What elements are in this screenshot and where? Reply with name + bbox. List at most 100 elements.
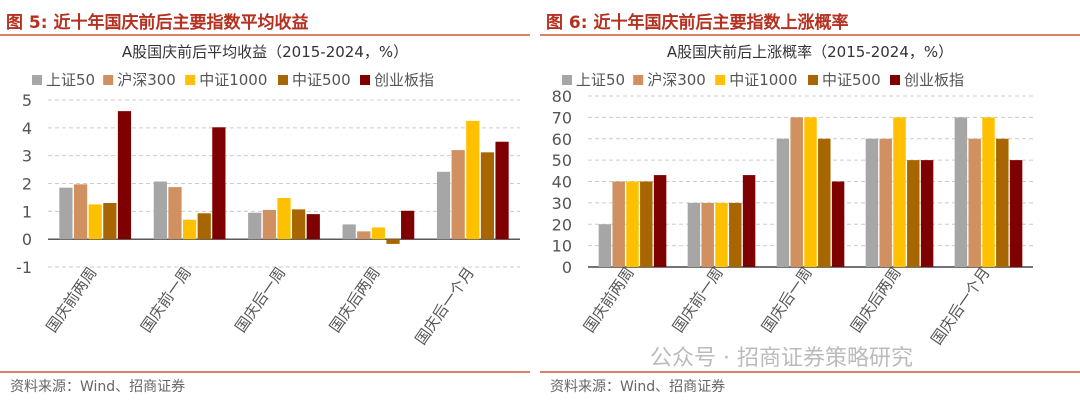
legend-swatch: [562, 75, 572, 85]
bar: [73, 184, 88, 240]
legend-swatch: [360, 75, 370, 85]
y-tick-label: 5: [22, 91, 32, 110]
source-text: 资料来源：Wind、招商证券: [550, 379, 726, 395]
bar: [653, 175, 667, 267]
bar: [277, 197, 291, 240]
bar: [687, 202, 701, 267]
y-tick-label: 0: [22, 230, 32, 249]
bar: [831, 181, 845, 267]
bar: [197, 213, 211, 240]
legend-label: 中证1000: [199, 71, 267, 89]
x-tick-label: 国庆前两周: [43, 264, 101, 336]
y-tick-label: 60: [552, 130, 572, 149]
figure-title: 图 6: 近十年国庆前后主要指数上涨概率: [546, 13, 849, 33]
y-tick-label: 80: [552, 87, 572, 106]
bar: [865, 138, 879, 267]
y-tick-label: 2: [22, 175, 32, 194]
bar: [262, 209, 276, 240]
bar: [495, 141, 509, 240]
legend-label: 中证500: [292, 71, 351, 89]
chart-left: A股国庆前后平均收益（2015-2024，%） 上证50 沪深300 中证1000 中证…: [16, 43, 520, 348]
y-tick-label: 40: [552, 173, 572, 192]
bar: [790, 117, 803, 267]
watermark: 公众号 · 招商证券策略研究: [650, 346, 913, 371]
x-tick-label: 国庆后两周: [847, 264, 905, 336]
chart-right: A股国庆前后上涨概率（2015-2024，%） 上证50 沪深300 中证1000 中证…: [552, 43, 1033, 348]
y-tick-label: 0: [562, 258, 572, 277]
bar: [715, 202, 728, 267]
divider: [0, 371, 530, 373]
bar: [480, 152, 495, 240]
bar: [729, 202, 742, 267]
legend-swatch: [633, 75, 644, 85]
bar: [357, 231, 371, 240]
divider: [540, 371, 1080, 373]
bar: [117, 111, 132, 240]
bar: [386, 239, 400, 244]
bar: [371, 227, 386, 240]
legend-label: 沪深300: [647, 71, 706, 89]
legend-label: 中证1000: [729, 71, 797, 89]
bar: [248, 212, 262, 240]
y-tick-label: 50: [552, 151, 572, 170]
bar: [818, 138, 831, 267]
legend-label: 上证50: [576, 71, 625, 89]
bar: [982, 117, 995, 267]
bar: [626, 181, 639, 267]
y-tick-label: -1: [16, 258, 32, 277]
bar: [451, 150, 465, 240]
legend-label: 创业板指: [374, 71, 434, 89]
y-tick-label: 30: [552, 194, 572, 213]
legend-swatch: [715, 75, 726, 85]
legend-label: 创业板指: [904, 71, 964, 89]
chart-title: A股国庆前后平均收益（2015-2024，%）: [122, 43, 408, 61]
legend-swatch: [103, 75, 114, 85]
source-text: 资料来源：Wind、招商证券: [10, 379, 186, 395]
legend-swatch: [890, 75, 900, 85]
y-tick-label: 20: [552, 215, 572, 234]
legend-swatch: [32, 75, 42, 85]
bar: [879, 138, 892, 267]
bar: [640, 181, 653, 267]
x-tick-label: 国庆后两周: [326, 264, 384, 336]
x-tick-label: 国庆前一周: [137, 264, 195, 336]
x-tick-label: 国庆后一周: [758, 264, 816, 336]
bar: [804, 117, 817, 267]
bar: [893, 117, 906, 267]
bar: [598, 224, 612, 267]
bar: [466, 120, 480, 240]
divider: [540, 34, 1080, 36]
bar: [742, 175, 756, 267]
x-tick-label: 国庆后一个月: [412, 264, 478, 348]
bar: [612, 181, 625, 267]
bar: [996, 138, 1009, 267]
chart-title: A股国庆前后上涨概率（2015-2024，%）: [667, 43, 953, 61]
legend-label: 沪深300: [117, 71, 176, 89]
bar: [168, 187, 182, 240]
panel-left: 图 5: 近十年国庆前后主要指数平均收益 A股国庆前后平均收益（2015-202…: [0, 0, 530, 404]
bar: [182, 219, 197, 240]
bar: [701, 202, 714, 267]
x-tick-label: 国庆前两周: [580, 264, 638, 336]
bar: [103, 202, 117, 240]
legend-label: 中证500: [822, 71, 881, 89]
bar: [401, 210, 415, 240]
y-tick-label: 10: [552, 237, 572, 256]
bar: [292, 209, 306, 240]
legend-swatch: [278, 75, 288, 85]
legend-swatch: [808, 75, 818, 85]
y-tick-label: 1: [22, 202, 32, 221]
legend-label: 上证50: [46, 71, 95, 89]
y-tick-label: 4: [22, 119, 32, 138]
bar: [342, 224, 356, 240]
bar: [954, 117, 968, 267]
bar: [920, 160, 934, 267]
bar: [436, 171, 451, 240]
y-tick-label: 70: [552, 108, 572, 127]
figure-title: 图 5: 近十年国庆前后主要指数平均收益: [6, 13, 309, 33]
panel-right: 图 6: 近十年国庆前后主要指数上涨概率 A股国庆前后上涨概率（2015-202…: [540, 0, 1080, 404]
x-tick-label: 国庆后一个月: [927, 264, 993, 348]
bar: [212, 127, 226, 240]
bar: [1009, 160, 1023, 267]
bar: [907, 160, 920, 267]
